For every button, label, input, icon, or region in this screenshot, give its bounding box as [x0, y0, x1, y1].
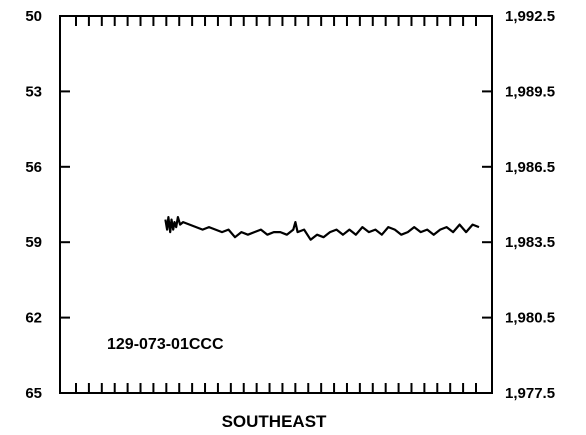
right-tick-label: 1,977.5 — [505, 385, 555, 402]
left-tick-label: 56 — [25, 159, 42, 176]
right-tick-label: 1,992.5 — [505, 8, 555, 25]
left-tick-label: 53 — [25, 83, 42, 100]
right-y-axis: 1,992.5 1,989.5 1,986.5 1,983.5 1,980.5 1,977… — [482, 8, 555, 402]
right-tick-label: 1,980.5 — [505, 310, 555, 327]
water-level-line — [164, 216, 480, 241]
plot-frame — [59, 15, 493, 394]
left-tick-label: 59 — [25, 234, 42, 251]
plot-border — [59, 15, 493, 394]
top-x-ticks — [75, 16, 477, 26]
left-tick-label: 62 — [25, 310, 42, 327]
well-id-annotation: 129-073-01CCC — [107, 336, 224, 353]
x-axis-label: SOUTHEAST — [222, 412, 327, 431]
bottom-x-ticks — [75, 383, 477, 393]
left-tick-label: 65 — [25, 385, 42, 402]
right-tick-label: 1,983.5 — [505, 234, 555, 251]
right-tick-label: 1,986.5 — [505, 159, 555, 176]
series-layer — [164, 216, 480, 241]
left-y-axis: 50 53 56 59 62 65 — [25, 8, 70, 402]
right-tick-label: 1,989.5 — [505, 83, 555, 100]
left-tick-label: 50 — [25, 8, 42, 25]
